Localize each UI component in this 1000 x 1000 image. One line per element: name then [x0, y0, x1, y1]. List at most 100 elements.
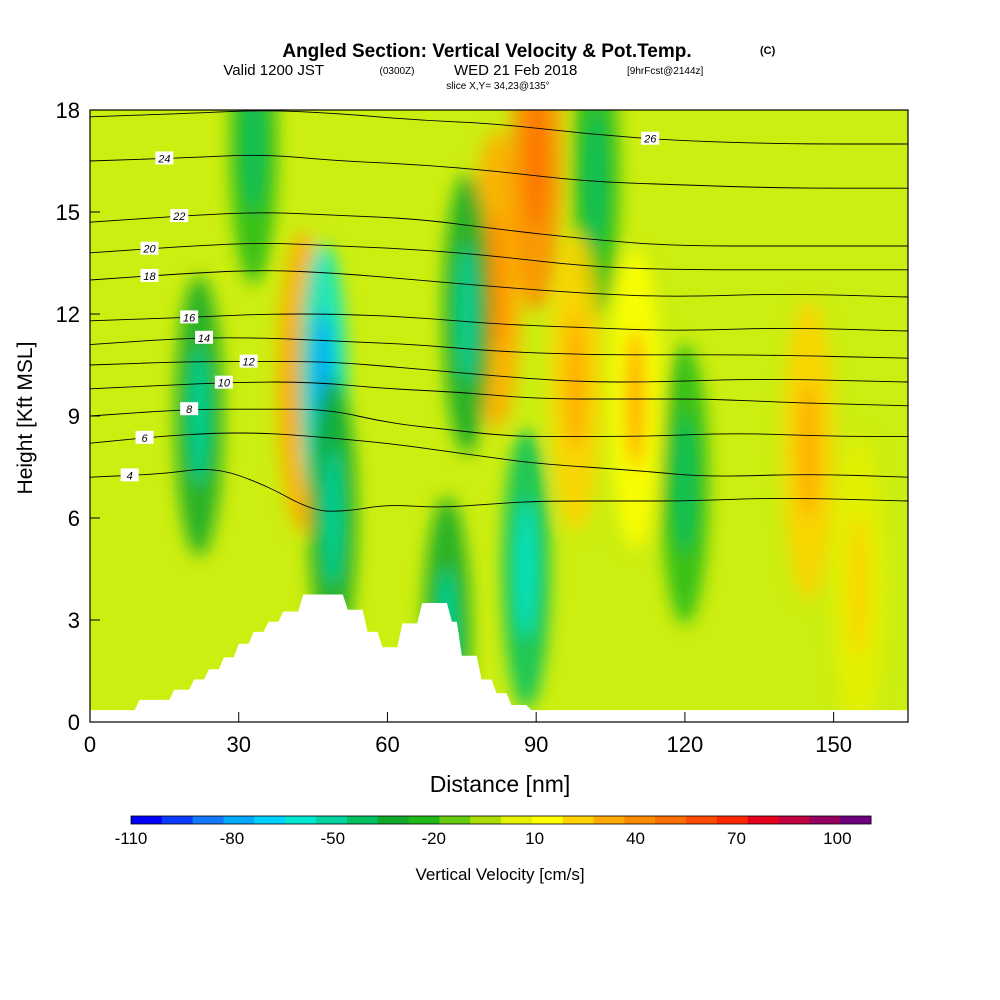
- isentrope-label-16: 16: [183, 312, 196, 324]
- forecast-info: [9hrFcst@2144z]: [627, 66, 704, 77]
- valid-time-utc: (0300Z): [379, 66, 414, 77]
- isentrope-label-bg: [195, 330, 214, 344]
- isentrope-label-4: 4: [127, 470, 133, 482]
- colorbar-swatch: [809, 816, 841, 824]
- isentrope-16: [90, 313, 908, 332]
- isentrope-label-bg: [180, 402, 199, 416]
- isentrope-label-bg: [180, 310, 199, 324]
- isentrope-label-6: 6: [141, 433, 148, 445]
- isentrope-label-bg: [140, 241, 159, 255]
- chart-title-units: (C): [760, 45, 776, 57]
- isentrope-label-bg: [214, 375, 233, 389]
- colorbar-swatch: [624, 816, 656, 824]
- colorbar-swatch: [501, 816, 533, 824]
- colorbar-swatch: [285, 816, 317, 824]
- colorbar-tick-label: -80: [220, 829, 245, 848]
- x-tick-label: 120: [667, 732, 704, 757]
- downdraft-core: [322, 448, 343, 588]
- isentrope-label-bg: [135, 430, 154, 444]
- isentrope-24: [90, 154, 908, 189]
- isentrope-label-10: 10: [218, 378, 231, 390]
- x-axis-label: Distance [nm]: [430, 771, 571, 797]
- isentrope-label-20: 20: [142, 244, 156, 256]
- colorbar-tick-label: -50: [321, 829, 346, 848]
- colorbar-swatch: [223, 816, 255, 824]
- updraft-core: [486, 210, 507, 350]
- colorbar-tick-label: 40: [626, 829, 645, 848]
- updraft-core: [798, 380, 819, 520]
- isentrope-label-18: 18: [143, 271, 156, 283]
- colorbar-swatch: [470, 816, 502, 824]
- colorbar-swatch: [562, 816, 594, 824]
- y-tick-label: 9: [68, 404, 80, 429]
- x-tick-label: 60: [375, 732, 399, 757]
- y-axis: 0 3 6 9 12 15 18: [56, 98, 100, 735]
- isentrope-label-bg: [170, 209, 189, 223]
- isentrope-4: [90, 468, 908, 512]
- colorbar-tick-label: 70: [727, 829, 746, 848]
- updraft-core: [526, 110, 547, 231]
- colorbar-swatch: [254, 816, 286, 824]
- colorbar-frame: [130, 815, 872, 825]
- x-tick-label: 0: [84, 732, 96, 757]
- isentrope-10: [90, 381, 908, 407]
- updraft-core: [565, 312, 586, 452]
- isentrope-lines: [90, 110, 908, 512]
- y-tick-label: 15: [56, 200, 80, 225]
- colorbar: -110 -80 -50 -20 10 40 70 100: [115, 815, 872, 848]
- x-tick-label: 30: [226, 732, 250, 757]
- isentrope-22: [90, 212, 908, 247]
- colorbar-swatch: [716, 816, 749, 824]
- isentrope-label-26: 26: [643, 134, 657, 146]
- colorbar-tick-label: 10: [525, 829, 544, 848]
- isentrope-label-bg: [120, 468, 139, 482]
- isentrope-label-bg: [140, 268, 159, 282]
- isentrope-6: [90, 432, 908, 478]
- downdraft-core: [674, 414, 695, 554]
- downdraft-core: [585, 110, 606, 248]
- downdraft-core: [243, 110, 264, 214]
- colorbar-swatch: [593, 816, 625, 824]
- isentrope-label-22: 22: [172, 211, 185, 223]
- y-tick-label: 6: [68, 506, 80, 531]
- isentrope-label-bg: [239, 354, 258, 368]
- y-tick-label: 0: [68, 710, 80, 735]
- colorbar-swatch: [439, 816, 471, 824]
- colorbar-swatch: [192, 816, 224, 824]
- colorbar-tick-label: -20: [421, 829, 446, 848]
- terrain-mask: [90, 594, 908, 722]
- y-axis-label: Height [Kft MSL]: [14, 342, 37, 495]
- colorbar-tick-label: -110: [115, 829, 148, 848]
- x-axis: 0 30 60 90 120 150: [84, 712, 852, 757]
- isentrope-label-24: 24: [157, 153, 170, 165]
- y-tick-label: 3: [68, 608, 80, 633]
- x-tick-label: 150: [815, 732, 852, 757]
- isentrope-label-bg: [641, 131, 660, 145]
- chart-title: Angled Section: Vertical Velocity & Pot.…: [282, 41, 691, 62]
- isentrope-label-8: 8: [186, 404, 193, 416]
- colorbar-label: Vertical Velocity [cm/s]: [415, 865, 584, 884]
- isentrope-20: [90, 243, 908, 271]
- isentrope-8: [90, 408, 908, 437]
- slice-info: slice X,Y= 34,23@135°: [446, 81, 549, 92]
- colorbar-swatch: [377, 816, 409, 824]
- colorbar-tick-label: 100: [823, 829, 851, 848]
- colorbar-swatch: [161, 816, 194, 824]
- colorbar-swatch: [655, 816, 687, 824]
- colorbar-swatch: [747, 816, 779, 824]
- valid-date: WED 21 Feb 2018: [454, 62, 577, 79]
- isentrope-label-bg: [155, 151, 174, 165]
- isentrope-18: [90, 270, 908, 298]
- updraft-core: [848, 516, 869, 656]
- colorbar-swatch: [531, 816, 564, 824]
- colorbar-swatch: [346, 816, 379, 824]
- isentrope-12: [90, 361, 908, 383]
- colorbar-swatch: [316, 816, 348, 824]
- x-tick-label: 90: [524, 732, 548, 757]
- colorbar-swatch: [840, 816, 872, 824]
- colorbar-swatch: [686, 816, 718, 824]
- y-tick-label: 12: [56, 302, 80, 327]
- y-tick-label: 18: [56, 98, 80, 123]
